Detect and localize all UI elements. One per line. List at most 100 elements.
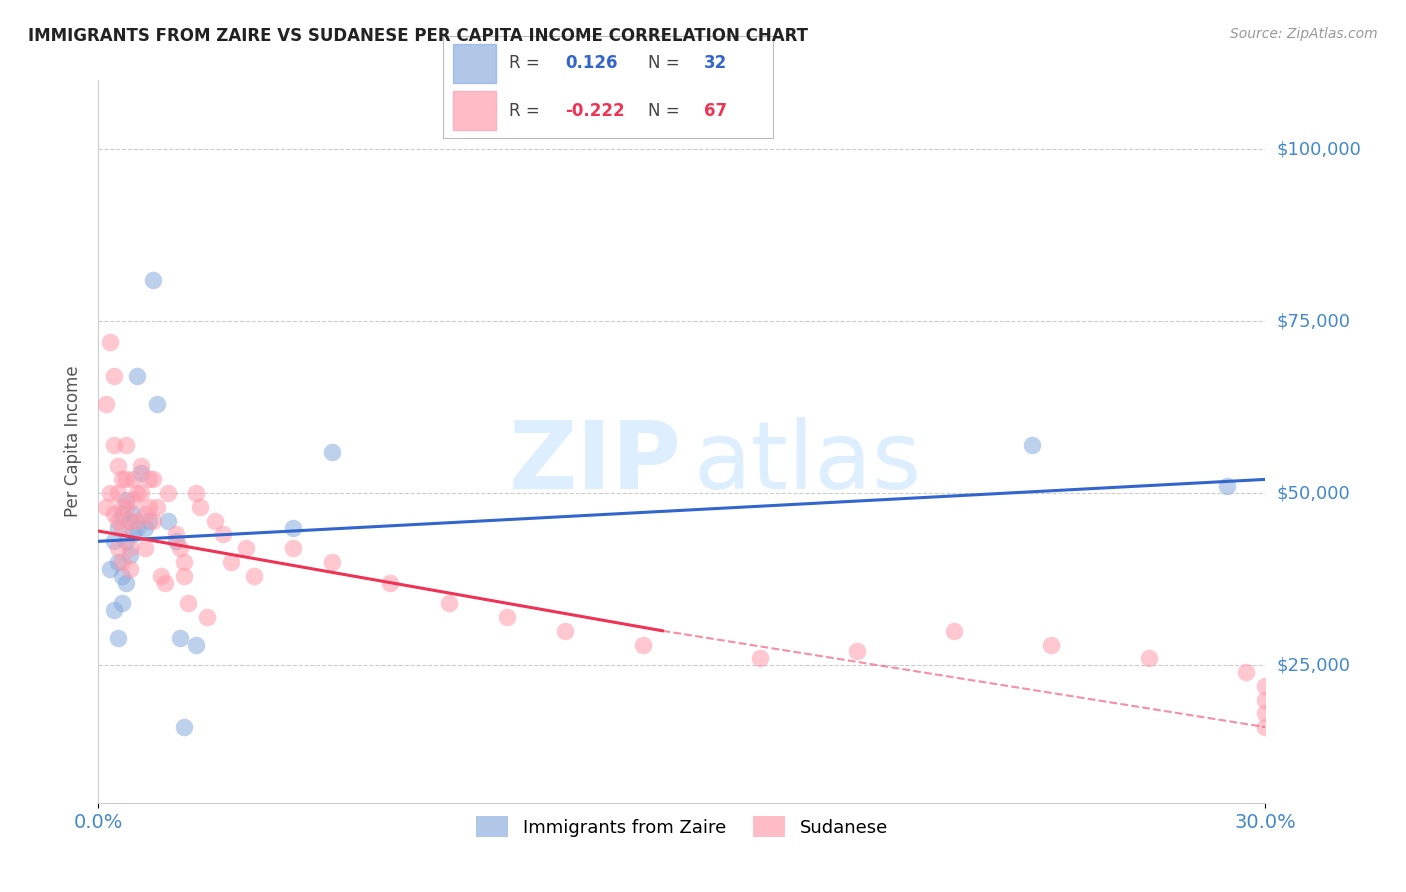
Text: R =: R = — [509, 102, 546, 120]
Point — [173, 720, 195, 734]
Point — [142, 514, 165, 528]
Point — [173, 568, 195, 582]
Point — [380, 575, 402, 590]
Point — [146, 500, 169, 514]
Point — [165, 527, 187, 541]
Point — [118, 541, 141, 556]
Point — [748, 651, 770, 665]
Point — [114, 500, 136, 514]
Point — [138, 514, 160, 528]
Text: N =: N = — [648, 54, 685, 72]
Point — [142, 472, 165, 486]
Point — [127, 486, 149, 500]
Point — [114, 438, 136, 452]
Bar — [453, 44, 496, 83]
Text: R =: R = — [509, 54, 546, 72]
Point — [1254, 679, 1277, 693]
Point — [235, 541, 257, 556]
Point — [1234, 665, 1257, 679]
Point — [127, 514, 149, 528]
Point — [114, 493, 136, 508]
Point — [177, 596, 200, 610]
Point — [243, 568, 266, 582]
Point — [103, 369, 125, 384]
Point — [127, 369, 149, 384]
Point — [281, 520, 304, 534]
Point — [134, 520, 156, 534]
Point — [1137, 651, 1160, 665]
Point — [107, 458, 129, 473]
Point — [114, 472, 136, 486]
Point — [111, 568, 134, 582]
Point — [188, 500, 211, 514]
Point — [111, 507, 134, 521]
Y-axis label: Per Capita Income: Per Capita Income — [65, 366, 83, 517]
Point — [107, 541, 129, 556]
Point — [114, 534, 136, 549]
Point — [1040, 638, 1063, 652]
Bar — [453, 91, 496, 130]
Text: $75,000: $75,000 — [1277, 312, 1351, 330]
Point — [195, 610, 218, 624]
Point — [1021, 438, 1043, 452]
Point — [846, 644, 869, 658]
Point — [111, 520, 134, 534]
Text: 67: 67 — [704, 102, 727, 120]
Point — [96, 500, 118, 514]
Point — [1254, 706, 1277, 721]
Point — [1254, 720, 1277, 734]
Point — [165, 534, 187, 549]
Point — [107, 514, 129, 528]
Text: $100,000: $100,000 — [1277, 140, 1361, 158]
Point — [118, 562, 141, 576]
Point — [321, 445, 343, 459]
Point — [138, 500, 160, 514]
Text: -0.222: -0.222 — [565, 102, 624, 120]
Point — [98, 486, 121, 500]
Point — [321, 555, 343, 569]
Text: IMMIGRANTS FROM ZAIRE VS SUDANESE PER CAPITA INCOME CORRELATION CHART: IMMIGRANTS FROM ZAIRE VS SUDANESE PER CA… — [28, 27, 808, 45]
Point — [103, 438, 125, 452]
Point — [138, 472, 160, 486]
Point — [129, 486, 152, 500]
Point — [631, 638, 654, 652]
Point — [169, 541, 191, 556]
Point — [184, 486, 207, 500]
Point — [122, 507, 145, 521]
Point — [134, 507, 156, 521]
Point — [146, 397, 169, 411]
Point — [153, 575, 176, 590]
Point — [107, 520, 129, 534]
Point — [212, 527, 235, 541]
Point — [107, 555, 129, 569]
Point — [118, 514, 141, 528]
Point — [114, 575, 136, 590]
Point — [111, 555, 134, 569]
Text: ZIP: ZIP — [509, 417, 682, 509]
Point — [169, 631, 191, 645]
Text: atlas: atlas — [693, 417, 922, 509]
Point — [437, 596, 460, 610]
Point — [1215, 479, 1237, 493]
Point — [496, 610, 519, 624]
Point — [173, 555, 195, 569]
Point — [129, 458, 152, 473]
Point — [107, 486, 129, 500]
Point — [1254, 692, 1277, 706]
Point — [103, 534, 125, 549]
Point — [122, 527, 145, 541]
Point — [219, 555, 242, 569]
Point — [127, 520, 149, 534]
Text: $25,000: $25,000 — [1277, 657, 1351, 674]
Point — [122, 493, 145, 508]
Point — [204, 514, 226, 528]
Text: Source: ZipAtlas.com: Source: ZipAtlas.com — [1230, 27, 1378, 41]
Point — [111, 500, 134, 514]
Point — [122, 472, 145, 486]
Point — [129, 466, 152, 480]
Text: 0.126: 0.126 — [565, 54, 617, 72]
Point — [118, 548, 141, 562]
Point — [281, 541, 304, 556]
Point — [554, 624, 576, 638]
Point — [149, 568, 172, 582]
